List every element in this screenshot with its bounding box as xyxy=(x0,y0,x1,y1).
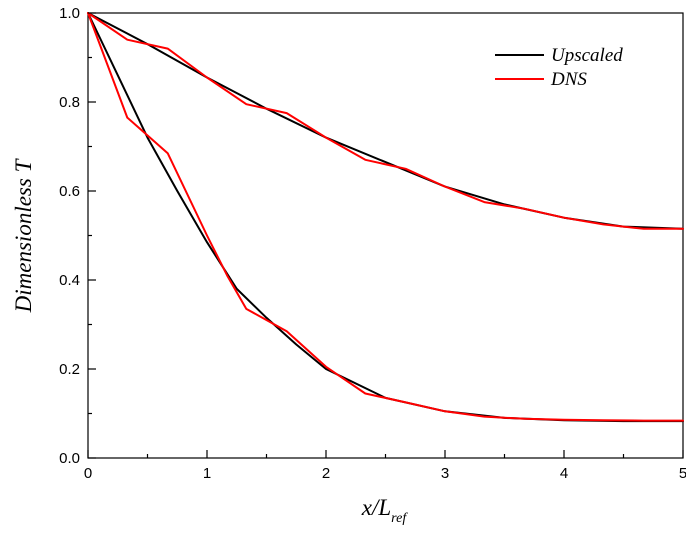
series-dns-curve-2 xyxy=(87,12,684,422)
y-tick-label: 0.6 xyxy=(59,183,80,200)
series-layer xyxy=(87,12,684,423)
plot-frame xyxy=(87,12,684,459)
x-axis-title-main: x/L xyxy=(361,495,391,520)
y-tick-label: 1.0 xyxy=(59,5,80,22)
svg-text:x/Lref: x/Lref xyxy=(361,495,409,526)
legend: Upscaled DNS xyxy=(495,45,623,90)
x-tick-label: 3 xyxy=(441,465,449,482)
x-tick-label: 1 xyxy=(203,465,211,482)
y-tick-label: 0.4 xyxy=(59,272,80,289)
x-tick-label: 0 xyxy=(84,465,92,482)
series-dns-curve-1 xyxy=(87,12,684,230)
x-tick-label: 4 xyxy=(560,465,568,482)
y-tick-label: 0.8 xyxy=(59,94,80,111)
legend-label-dns: DNS xyxy=(550,69,587,90)
y-tick-label: 0.0 xyxy=(59,450,80,467)
legend-label-upscaled: Upscaled xyxy=(551,45,623,66)
x-tick-label: 2 xyxy=(322,465,330,482)
ticks-layer: 0 1 2 3 4 5 0.0 0.2 0.4 0.6 0.8 1.0 xyxy=(59,5,686,482)
x-tick-label: 5 xyxy=(679,465,686,482)
series-upscaled-curve-2 xyxy=(87,12,684,423)
plot-area: 0 1 2 3 4 5 0.0 0.2 0.4 0.6 0.8 1.0 xyxy=(59,5,686,482)
y-tick-label: 0.2 xyxy=(59,361,80,378)
y-axis-title: Dimensionless T xyxy=(11,157,36,313)
x-axis-title-subscript: ref xyxy=(391,511,408,526)
x-axis-title: x/Lref xyxy=(361,495,409,526)
